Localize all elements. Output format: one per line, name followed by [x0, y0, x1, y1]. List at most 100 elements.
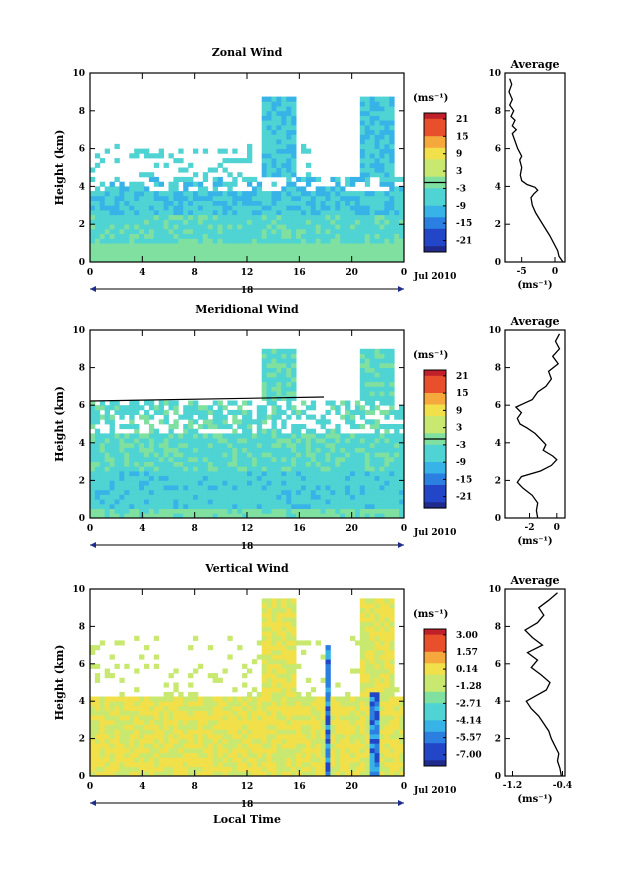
average-x-tick-label: -2: [525, 523, 535, 533]
average-y-tick-label: 4: [495, 697, 501, 707]
average-x-tick-label: 0: [554, 523, 560, 533]
average-y-tick-label: 2: [495, 735, 501, 745]
x-tick-label: 4: [139, 782, 145, 792]
average-y-tick-label: 0: [495, 772, 501, 782]
date-month: Jul 2010: [413, 272, 456, 282]
average-unit: (ms⁻¹): [517, 794, 552, 805]
colorbar-frame: [423, 628, 447, 767]
x-tick-label: 12: [241, 782, 254, 792]
colorbar-label: -1.28: [456, 682, 482, 692]
average-y-tick-label: 6: [495, 660, 501, 670]
y-tick-label: 2: [79, 735, 85, 745]
colorbar-label: -9: [456, 202, 466, 212]
x-tick-label: 20: [345, 268, 358, 278]
y-tick-label: 8: [79, 364, 85, 374]
average-x-tick-label: 0: [552, 267, 558, 277]
colorbar-label: -5.57: [456, 734, 482, 744]
average-frame: [504, 588, 566, 777]
heatmap-cells: [90, 598, 405, 777]
colorbar-label: 21: [456, 115, 469, 125]
average-y-tick-label: 8: [495, 622, 501, 632]
colorbar-label: -21: [456, 237, 472, 247]
y-tick-label: 8: [79, 622, 85, 632]
average-title: Average: [509, 574, 559, 587]
colorbar-unit: (ms⁻¹): [413, 609, 448, 620]
date-day: 18: [241, 286, 254, 296]
horizontal-line: [89, 396, 325, 402]
average-unit: (ms⁻¹): [517, 536, 552, 547]
y-tick-label: 10: [72, 326, 85, 336]
x-tick-label: 16: [293, 524, 306, 534]
average-y-tick-label: 4: [495, 439, 501, 449]
average-y-tick-label: 10: [488, 585, 501, 595]
average-y-tick-label: 6: [495, 401, 501, 411]
y-axis-label: Height (km): [53, 386, 66, 462]
y-tick-label: 10: [72, 69, 85, 79]
colorbar-label: 21: [456, 372, 469, 382]
average-unit: (ms⁻¹): [517, 280, 552, 291]
average-y-tick-label: 0: [495, 514, 501, 524]
average-profile-line: [523, 592, 562, 777]
average-panel: Average 0 2 4 6 8 10 -1.2 -0.4(ms⁻¹): [488, 574, 572, 805]
colorbar-label: -9: [456, 458, 466, 468]
x-tick-label: 0: [87, 524, 93, 534]
average-y-tick-label: 0: [495, 258, 501, 268]
y-tick-label: 6: [79, 401, 85, 411]
y-tick-label: 2: [79, 476, 85, 486]
colorbar-label: -15: [456, 475, 472, 485]
date-day: 18: [241, 542, 254, 552]
average-title: Average: [509, 58, 559, 71]
y-tick-label: 6: [79, 145, 85, 155]
y-tick-label: 2: [79, 220, 85, 230]
average-y-tick-label: 4: [495, 182, 501, 192]
y-axis-label: Height (km): [53, 130, 66, 206]
date-month: Jul 2010: [413, 786, 456, 796]
average-frame: [504, 72, 566, 263]
colorbar-label: 9: [456, 406, 462, 416]
y-tick-label: 4: [79, 439, 85, 449]
x-tick-label: 4: [139, 524, 145, 534]
panel-title: Meridional Wind: [195, 303, 299, 316]
x-tick-label: 0: [87, 268, 93, 278]
average-title: Average: [509, 315, 559, 328]
date-day: 18: [241, 800, 254, 810]
colorbar-label: -15: [456, 219, 472, 229]
average-y-tick-label: 8: [495, 107, 501, 117]
colorbar-label: -7.00: [456, 751, 482, 761]
colorbar-unit: (ms⁻¹): [413, 93, 448, 104]
average-y-tick-label: 10: [488, 326, 501, 336]
y-tick-label: 0: [79, 514, 85, 524]
panel-title: Zonal Wind: [212, 46, 283, 59]
y-tick-label: 8: [79, 107, 85, 117]
x-tick-label: 20: [345, 782, 358, 792]
colorbar-label: -4.14: [456, 716, 482, 726]
heatmap-cells: [90, 96, 405, 263]
x-tick-label: 0: [401, 782, 407, 792]
average-profile-line: [514, 333, 561, 519]
average-x-tick-label: -5: [517, 267, 527, 277]
colorbar: 21 15 9 3 -3 -9 -15 -21 (ms⁻¹): [413, 350, 472, 509]
average-y-tick-label: 10: [488, 69, 501, 79]
heatmap-cells: [90, 348, 405, 519]
x-axis-label: Local Time: [213, 813, 281, 826]
average-y-tick-label: 2: [495, 220, 501, 230]
x-tick-label: 0: [401, 524, 407, 534]
colorbar: 3.00 1.57 0.14 -1.28 -2.71 -4.14 -5.57 -7.00 (ms…: [413, 609, 482, 767]
y-tick-label: 0: [79, 772, 85, 782]
y-tick-label: 6: [79, 660, 85, 670]
colorbar-unit: (ms⁻¹): [413, 350, 448, 361]
colorbar: 21 15 9 3 -3 -9 -15 -21 (ms⁻¹): [413, 93, 472, 253]
x-tick-label: 12: [241, 524, 254, 534]
colorbar-label: 1.57: [456, 648, 478, 658]
average-x-tick-label: -1.2: [503, 781, 522, 791]
colorbar-label: -3: [456, 184, 466, 194]
average-y-tick-label: 2: [495, 476, 501, 486]
date-month: Jul 2010: [413, 528, 456, 538]
colorbar-label: 15: [456, 132, 469, 142]
